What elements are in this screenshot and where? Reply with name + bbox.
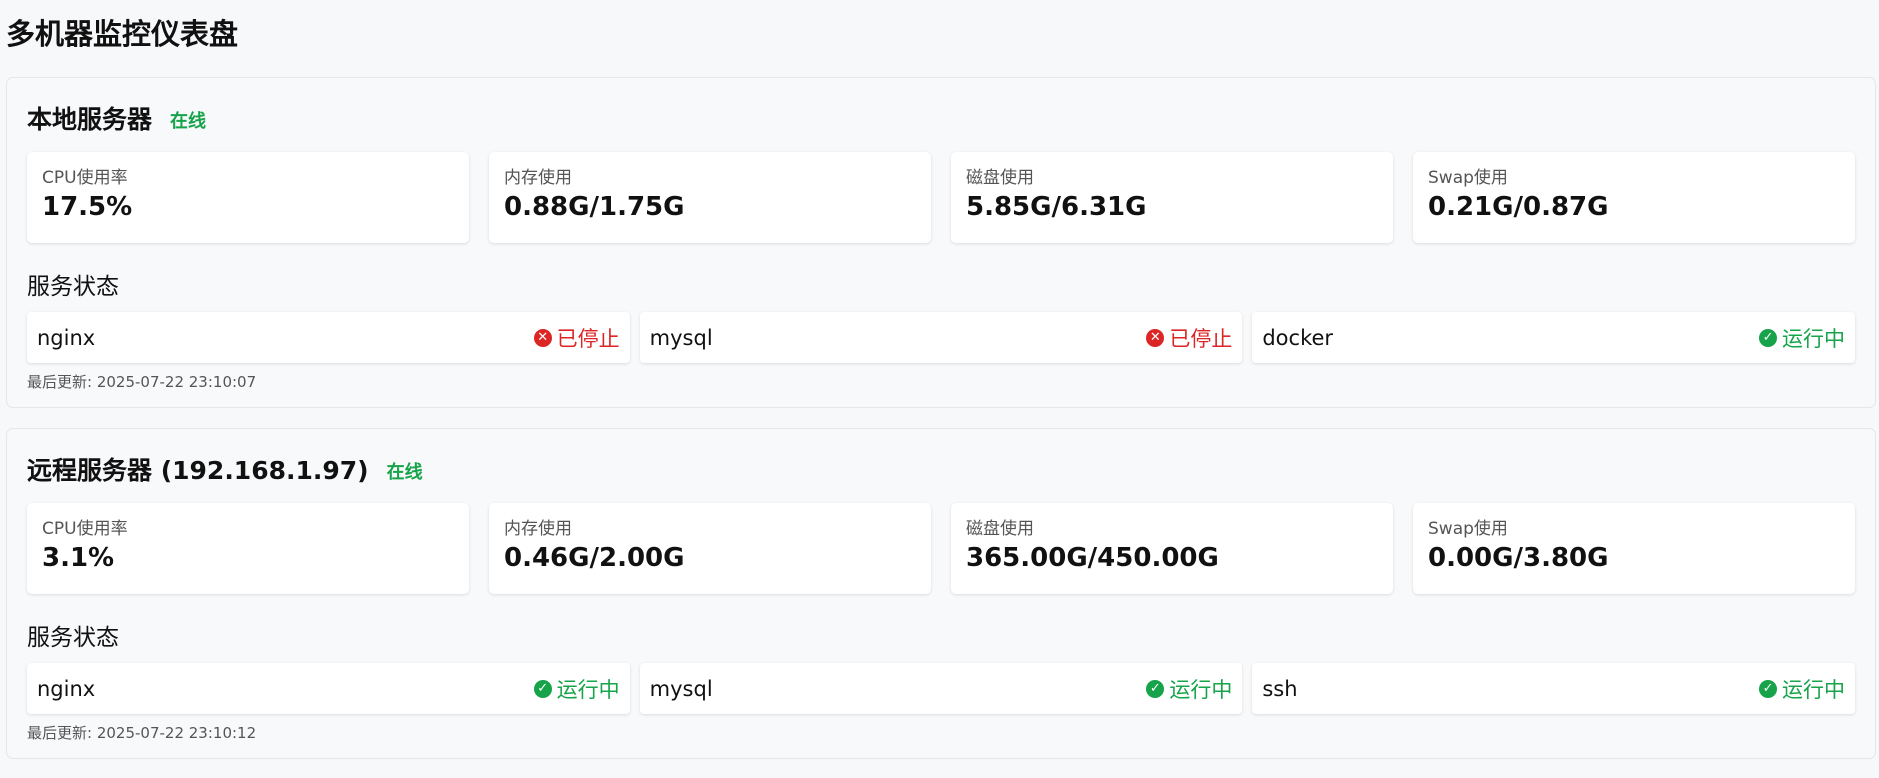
- metric-card-cpu: CPU使用率 3.1%: [27, 503, 469, 594]
- server-name: 远程服务器 (192.168.1.97): [27, 456, 369, 485]
- last-updated: 最后更新: 2025-07-22 23:10:07: [27, 373, 257, 391]
- metric-label: CPU使用率: [42, 168, 128, 188]
- service-state-label: 运行中: [556, 677, 620, 702]
- server-status-badge: 在线: [170, 111, 207, 132]
- metric-label: 内存使用: [504, 519, 572, 539]
- service-state-label: 已停止: [556, 326, 620, 351]
- service-state: ✓ 运行中: [1759, 323, 1845, 353]
- service-state: ✕ 已停止: [1146, 323, 1232, 353]
- page-title: 多机器监控仪表盘: [6, 17, 239, 51]
- check-circle-icon: ✓: [533, 679, 552, 698]
- metric-card-disk: 磁盘使用 365.00G/450.00G: [951, 503, 1393, 594]
- services-section-title: 服务状态: [27, 625, 119, 651]
- metrics-row: CPU使用率 17.5% 内存使用 0.88G/1.75G 磁盘使用 5.85G…: [27, 152, 1855, 243]
- service-state-label: 运行中: [1169, 677, 1233, 702]
- check-circle-icon: ✓: [1146, 679, 1165, 698]
- metric-value: 0.21G/0.87G: [1428, 192, 1609, 222]
- metric-card-swap: Swap使用 0.00G/3.80G: [1413, 503, 1855, 594]
- services-row: nginx ✓ 运行中 mysql ✓ 运行中 ssh ✓ 运行中: [27, 663, 1856, 714]
- metric-label: 磁盘使用: [966, 168, 1034, 188]
- server-name: 本地服务器: [27, 105, 153, 134]
- service-item-docker: docker ✓ 运行中: [1252, 312, 1856, 363]
- server-panel-remote: 远程服务器 (192.168.1.97) 在线 CPU使用率 3.1% 内存使用…: [6, 428, 1876, 759]
- services-section-title: 服务状态: [27, 274, 119, 300]
- service-state: ✓ 运行中: [533, 674, 620, 704]
- service-state: ✓ 运行中: [1146, 674, 1232, 704]
- service-item-nginx: nginx ✕ 已停止: [27, 312, 630, 363]
- service-item-mysql: mysql ✓ 运行中: [639, 663, 1243, 714]
- dashboard-page: 多机器监控仪表盘 本地服务器 在线 CPU使用率 17.5% 内存使用 0.88…: [6, 17, 1876, 759]
- metric-label: CPU使用率: [42, 519, 128, 539]
- service-name: mysql: [649, 325, 713, 350]
- service-state: ✓ 运行中: [1759, 674, 1845, 704]
- metric-value: 365.00G/450.00G: [966, 543, 1219, 573]
- x-circle-icon: ✕: [533, 328, 552, 347]
- server-panel-local: 本地服务器 在线 CPU使用率 17.5% 内存使用 0.88G/1.75G 磁…: [6, 77, 1876, 408]
- check-circle-icon: ✓: [1759, 679, 1778, 698]
- service-name: docker: [1262, 325, 1334, 350]
- metric-label: 磁盘使用: [966, 519, 1034, 539]
- metric-card-memory: 内存使用 0.46G/2.00G: [489, 503, 931, 594]
- server-header: 远程服务器 (192.168.1.97) 在线: [27, 451, 1855, 487]
- service-item-nginx: nginx ✓ 运行中: [27, 663, 630, 714]
- service-state-label: 运行中: [1782, 677, 1846, 702]
- metric-value: 0.46G/2.00G: [504, 543, 685, 573]
- metric-label: Swap使用: [1428, 519, 1508, 539]
- metric-card-disk: 磁盘使用 5.85G/6.31G: [951, 152, 1393, 243]
- service-state-label: 已停止: [1169, 326, 1233, 351]
- metric-card-cpu: CPU使用率 17.5%: [27, 152, 469, 243]
- metric-value: 17.5%: [42, 192, 133, 222]
- service-name: mysql: [649, 676, 713, 701]
- metric-value: 0.00G/3.80G: [1428, 543, 1609, 573]
- services-row: nginx ✕ 已停止 mysql ✕ 已停止 docker ✓ 运行中: [27, 312, 1856, 363]
- metric-value: 3.1%: [42, 543, 115, 573]
- server-header: 本地服务器 在线: [27, 100, 1855, 136]
- metric-value: 0.88G/1.75G: [504, 192, 685, 222]
- metrics-row: CPU使用率 3.1% 内存使用 0.46G/2.00G 磁盘使用 365.00…: [27, 503, 1855, 594]
- service-item-ssh: ssh ✓ 运行中: [1252, 663, 1856, 714]
- last-updated: 最后更新: 2025-07-22 23:10:12: [27, 724, 257, 742]
- server-status-badge: 在线: [386, 462, 423, 483]
- service-name: ssh: [1262, 676, 1298, 701]
- metric-card-swap: Swap使用 0.21G/0.87G: [1413, 152, 1855, 243]
- x-circle-icon: ✕: [1146, 328, 1165, 347]
- service-item-mysql: mysql ✕ 已停止: [639, 312, 1243, 363]
- metric-label: Swap使用: [1428, 168, 1508, 188]
- service-state: ✕ 已停止: [533, 323, 620, 353]
- check-circle-icon: ✓: [1759, 328, 1778, 347]
- service-state-label: 运行中: [1782, 326, 1846, 351]
- metric-value: 5.85G/6.31G: [966, 192, 1147, 222]
- service-name: nginx: [37, 676, 96, 701]
- metric-card-memory: 内存使用 0.88G/1.75G: [489, 152, 931, 243]
- service-name: nginx: [37, 325, 96, 350]
- metric-label: 内存使用: [504, 168, 572, 188]
